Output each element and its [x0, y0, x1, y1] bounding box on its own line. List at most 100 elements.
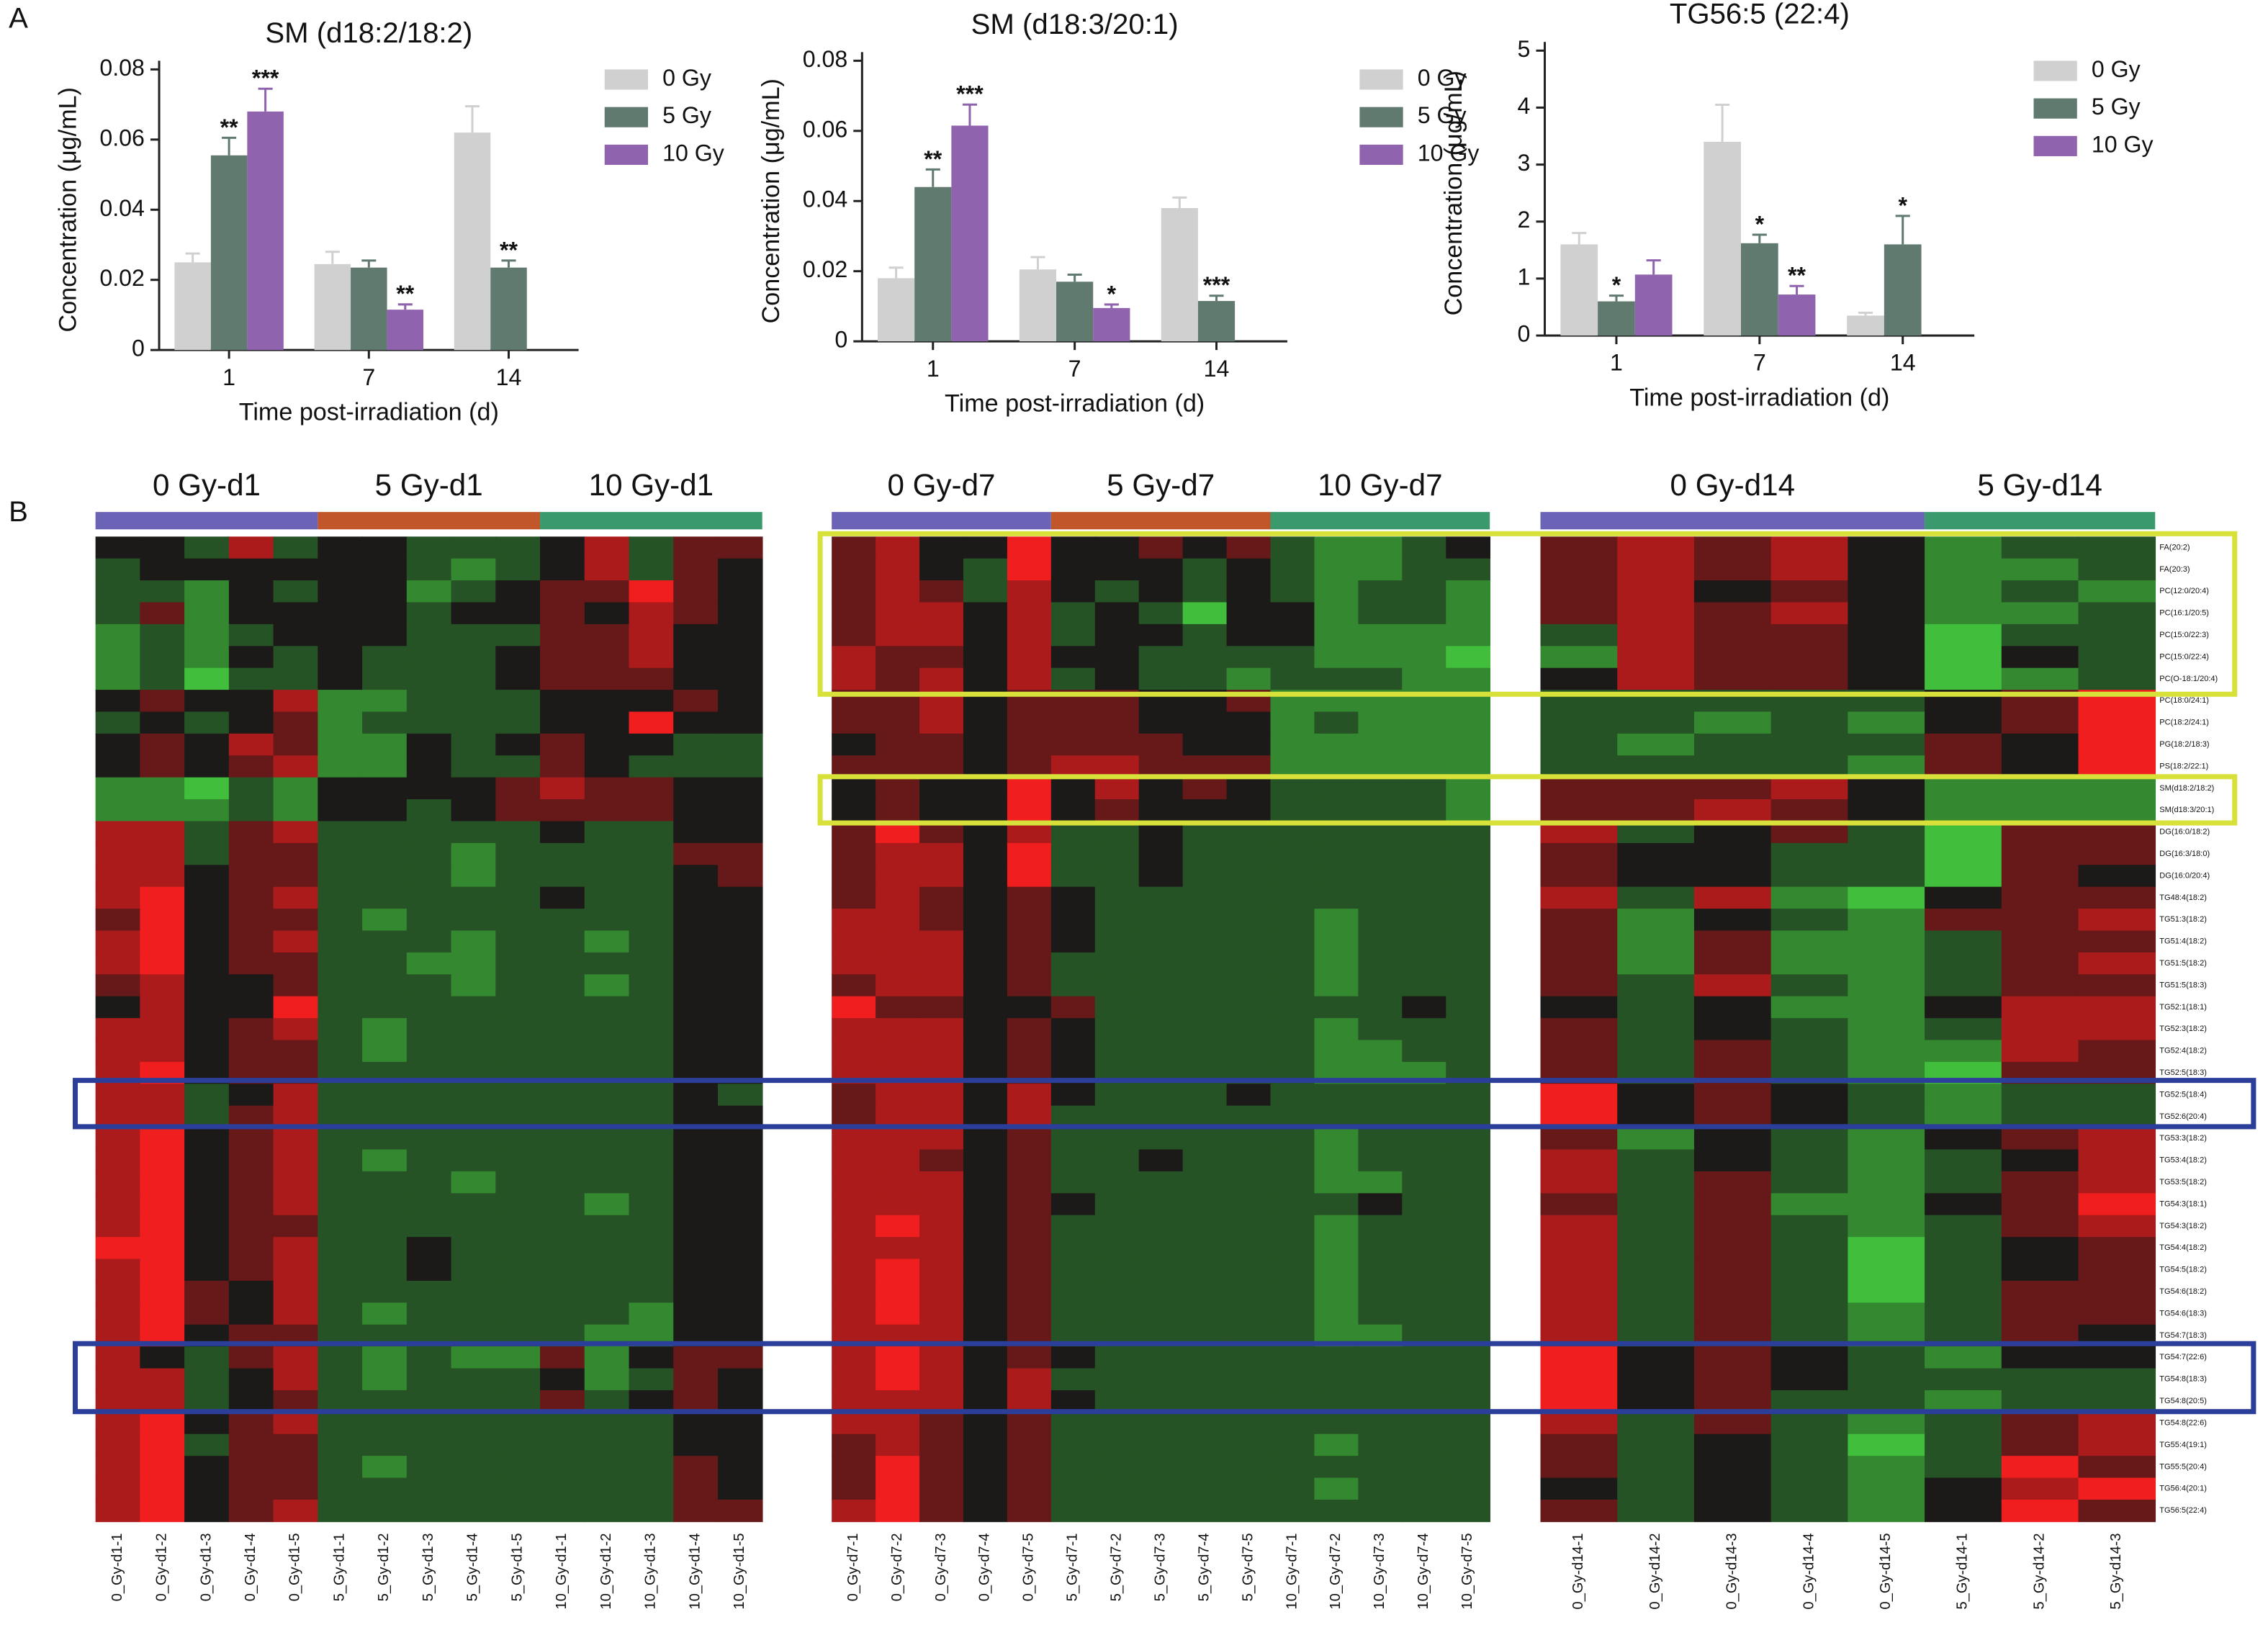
heatmap-cell [95, 821, 141, 844]
heatmap-cell [919, 1149, 964, 1172]
heatmap-cell [1358, 996, 1403, 1019]
heatmap-cell [1848, 1149, 1925, 1172]
heatmap-cell [318, 1499, 363, 1523]
column-label: 10_Gy-d1-1 [554, 1533, 570, 1609]
heatmap-cell [95, 842, 141, 866]
heatmap-cell [1314, 1258, 1359, 1282]
heatmap-cell [1138, 646, 1184, 669]
heatmap-cell [919, 1084, 964, 1107]
heatmap-cell [95, 602, 141, 625]
heatmap-cell [1693, 1258, 1772, 1282]
heatmap-cell [1402, 1456, 1447, 1479]
heatmap-cell [540, 886, 585, 909]
heatmap-cell [1617, 1280, 1695, 1304]
y-tick-label: 0 [834, 327, 847, 353]
heatmap-cell [1138, 1346, 1184, 1369]
row-label: TG55:5(20:4) [2159, 1462, 2207, 1471]
heatmap-cell [1770, 799, 1849, 822]
heatmap-cell [963, 646, 1008, 669]
heatmap-cell [318, 974, 363, 997]
heatmap-cell [1693, 646, 1772, 669]
heatmap-cell [1402, 1302, 1447, 1325]
heatmap-cell [1182, 580, 1228, 603]
heatmap-cell [584, 1258, 630, 1282]
heatmap-cell [228, 1477, 274, 1500]
heatmap-cell [362, 930, 408, 953]
heatmap-cell [184, 1412, 230, 1435]
heatmap-cell [1270, 886, 1315, 909]
heatmap-cell [273, 1412, 319, 1435]
heatmap-cell [1182, 974, 1228, 997]
heatmap-cell [184, 1390, 230, 1413]
column-label: 5_Gy-d7-3 [1152, 1533, 1168, 1601]
heatmap-cell [1182, 1149, 1228, 1172]
heatmap-cell [717, 952, 763, 976]
heatmap-cell [584, 667, 630, 690]
heatmap-cell [963, 1018, 1008, 1041]
heatmap-cell [629, 1149, 675, 1172]
heatmap-cell [362, 799, 408, 822]
heatmap-cell [2078, 536, 2156, 559]
heatmap-cell [1358, 842, 1403, 866]
heatmap-cell [451, 667, 497, 690]
heatmap-cell [629, 1193, 675, 1216]
heatmap-cell [406, 1477, 452, 1500]
heatmap-cell [228, 1368, 274, 1391]
heatmap-cell [1226, 1433, 1272, 1456]
heatmap-cell [876, 952, 920, 976]
heatmap-cell [1138, 1149, 1184, 1172]
heatmap-cell [1446, 1456, 1490, 1479]
heatmap-cell [629, 1368, 675, 1391]
heatmap-cell [876, 733, 920, 757]
heatmap-cell [273, 996, 319, 1019]
legend-swatch [1359, 107, 1403, 127]
heatmap-cell [406, 1127, 452, 1151]
column-label: 0_Gy-d7-2 [889, 1533, 905, 1601]
heatmap-cell [1050, 1127, 1096, 1151]
heatmap-cell [1007, 1193, 1052, 1216]
heatmap-cell [95, 952, 141, 976]
heatmap-cell [1050, 1477, 1096, 1500]
heatmap-cell [1182, 667, 1228, 690]
heatmap-cell [2001, 930, 2079, 953]
heatmap-cell [919, 1456, 964, 1479]
bar [387, 310, 424, 351]
heatmap-cell [228, 1018, 274, 1041]
heatmap-cell [876, 1280, 920, 1304]
heatmap-cell [495, 1390, 541, 1413]
heatmap-cell [228, 952, 274, 976]
heatmap-cell [184, 602, 230, 625]
heatmap-cell [1925, 1193, 2002, 1216]
heatmap-cell [1138, 711, 1184, 734]
row-label: PC(18:0/24:1) [2159, 696, 2209, 705]
heatmap-cell [1182, 1258, 1228, 1282]
legend-swatch [1359, 69, 1403, 90]
heatmap-cell [1138, 930, 1184, 953]
heatmap-cell [2001, 1237, 2079, 1260]
heatmap-cell [1270, 1499, 1315, 1523]
column-label: 5_Gy-d14-3 [2108, 1533, 2124, 1609]
bar [1019, 269, 1057, 342]
heatmap-cell [673, 558, 719, 581]
heatmap-cell [495, 1171, 541, 1194]
heatmap-cell [1540, 974, 1619, 997]
heatmap-cell [1693, 1412, 1772, 1435]
heatmap-cell [1270, 952, 1315, 976]
heatmap-cell [1050, 1215, 1096, 1238]
heatmap-cell [273, 733, 319, 757]
heatmap-cell [406, 733, 452, 757]
heatmap-cell [1050, 1040, 1096, 1063]
heatmap-cell [1358, 799, 1403, 822]
heatmap-cell [919, 1412, 964, 1435]
heatmap-cell [406, 1171, 452, 1194]
heatmap-cell [362, 1499, 408, 1523]
heatmap-cell [95, 646, 141, 669]
heatmap-cell [1314, 1477, 1359, 1500]
heatmap-cell [1314, 1302, 1359, 1325]
heatmap-cell [673, 536, 719, 559]
heatmap-cell [919, 1171, 964, 1194]
heatmap-cell [406, 1040, 452, 1063]
heatmap-cell [1402, 623, 1447, 647]
heatmap-cell [540, 996, 585, 1019]
heatmap-cell [1270, 1477, 1315, 1500]
